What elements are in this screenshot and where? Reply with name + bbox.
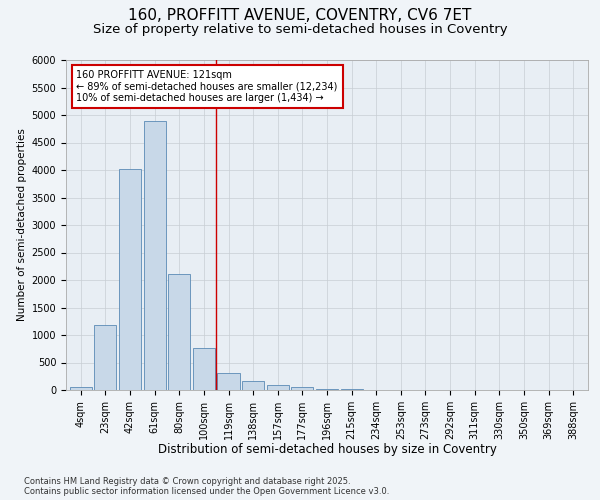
Bar <box>193 348 215 390</box>
Bar <box>168 274 190 390</box>
Bar <box>143 121 166 390</box>
Y-axis label: Number of semi-detached properties: Number of semi-detached properties <box>17 128 28 322</box>
Text: Contains HM Land Registry data © Crown copyright and database right 2025.
Contai: Contains HM Land Registry data © Crown c… <box>24 476 389 496</box>
Text: 160 PROFFITT AVENUE: 121sqm
← 89% of semi-detached houses are smaller (12,234)
1: 160 PROFFITT AVENUE: 121sqm ← 89% of sem… <box>76 70 338 103</box>
X-axis label: Distribution of semi-detached houses by size in Coventry: Distribution of semi-detached houses by … <box>158 444 496 456</box>
Bar <box>242 380 264 390</box>
Text: Size of property relative to semi-detached houses in Coventry: Size of property relative to semi-detach… <box>92 22 508 36</box>
Text: 160, PROFFITT AVENUE, COVENTRY, CV6 7ET: 160, PROFFITT AVENUE, COVENTRY, CV6 7ET <box>128 8 472 22</box>
Bar <box>291 387 313 390</box>
Bar <box>316 388 338 390</box>
Bar <box>70 387 92 390</box>
Bar <box>217 373 239 390</box>
Bar <box>94 325 116 390</box>
Bar <box>119 169 141 390</box>
Bar <box>266 385 289 390</box>
